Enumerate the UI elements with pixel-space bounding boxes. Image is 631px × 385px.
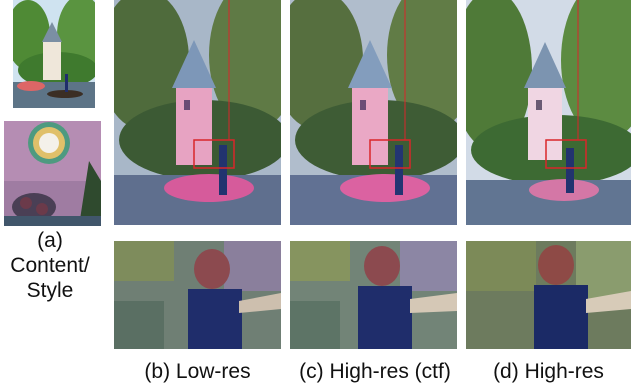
highres-ctf-full-image	[290, 0, 457, 225]
caption-a-content: Content/	[10, 254, 90, 277]
caption-a-style: Style	[26, 279, 74, 302]
caption-a: (a) Content/ Style	[0, 228, 100, 303]
lowres-full-image	[114, 0, 281, 225]
highres-crop-image	[466, 241, 631, 349]
caption-b: (b) Low-res	[144, 360, 251, 383]
caption-a-label: (a)	[37, 229, 63, 252]
style-image	[4, 121, 101, 226]
content-image	[13, 0, 95, 108]
lowres-crop-image	[114, 241, 281, 349]
highres-ctf-crop-image	[290, 241, 457, 349]
highres-full-image	[466, 0, 631, 225]
caption-d: (d) High-res	[493, 360, 604, 383]
caption-c: (c) High-res (ctf)	[299, 360, 451, 383]
